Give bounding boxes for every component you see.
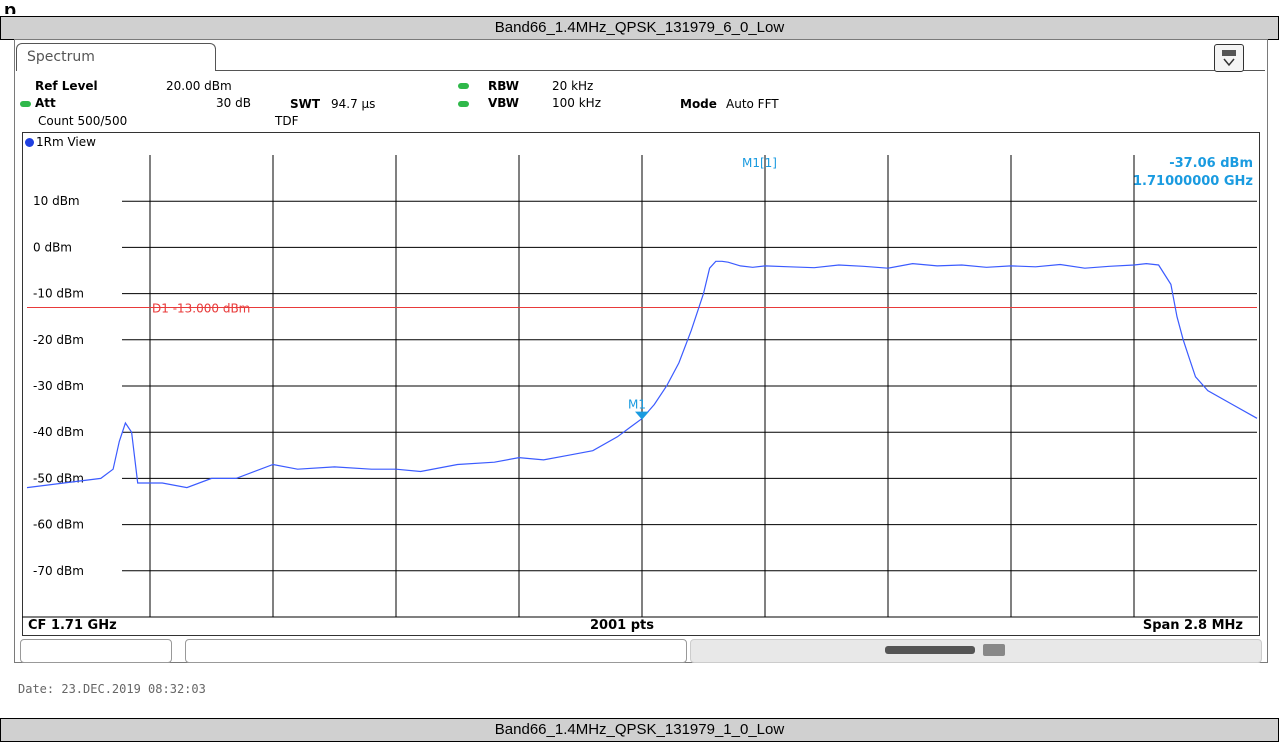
y-tick-label: -10 dBm: [33, 287, 84, 301]
status-field-left[interactable]: [20, 639, 172, 663]
y-tick-label: -30 dBm: [33, 379, 84, 393]
y-tick-label: 10 dBm: [33, 194, 80, 208]
date-stamp: Date: 23.DEC.2019 08:32:03: [18, 682, 206, 696]
y-tick-label: -70 dBm: [33, 564, 84, 578]
att-value: 30 dB: [216, 96, 251, 110]
y-tick-label: -40 dBm: [33, 425, 84, 439]
span-label: Span 2.8 MHz: [1143, 618, 1243, 633]
toolbar-menu-icon[interactable]: [1214, 44, 1244, 72]
swt-label: SWT: [290, 97, 321, 111]
top-title-bar: Band66_1.4MHz_QPSK_131979_6_0_Low: [0, 16, 1279, 40]
att-label: Att: [35, 96, 56, 110]
vbw-label: VBW: [488, 96, 520, 110]
view-tab[interactable]: 1Rm View: [25, 135, 145, 151]
marker-readout-label: M1[1]: [742, 156, 777, 170]
clipped-heading: p: [4, 0, 17, 14]
trace-line: [26, 260, 1258, 489]
marker-m1-tag: M1: [628, 398, 646, 412]
marker-readout-freq: 1.71000000 GHz: [1133, 174, 1253, 189]
swt-value: 94.7 µs: [331, 97, 376, 111]
rbw-indicator-icon: [458, 83, 469, 89]
ref-level-label: Ref Level: [35, 79, 98, 93]
analyzer-window: [14, 39, 1268, 663]
view-label: 1Rm View: [36, 135, 96, 149]
vbw-value: 100 kHz: [552, 96, 601, 110]
marker-m1-icon: [635, 411, 649, 420]
limit-label: D1 -13.000 dBm: [152, 301, 250, 315]
bottom-title-bar: Band66_1.4MHz_QPSK_131979_1_0_Low: [0, 718, 1279, 742]
cf-label: CF 1.71 GHz: [28, 618, 117, 633]
y-tick-label: -60 dBm: [33, 518, 84, 532]
y-tick-label: -20 dBm: [33, 333, 84, 347]
tab-divider: [216, 70, 1265, 71]
rbw-value: 20 kHz: [552, 79, 594, 93]
grid-lines: [122, 155, 1257, 617]
tab-spectrum[interactable]: Spectrum: [16, 43, 216, 71]
count-text: Count 500/500: [38, 114, 128, 128]
att-indicator-icon: [20, 101, 31, 107]
trace-dot-icon: [25, 138, 34, 147]
spectrum-plot-frame: [22, 132, 1260, 636]
bottom-title: Band66_1.4MHz_QPSK_131979_1_0_Low: [494, 721, 785, 738]
mode-label: Mode: [680, 97, 717, 111]
tdf-text: TDF: [275, 114, 299, 128]
top-title: Band66_1.4MHz_QPSK_131979_6_0_Low: [494, 19, 785, 36]
ref-level-value: 20.00 dBm: [166, 79, 232, 93]
progress-bar: [885, 646, 975, 654]
status-field-progress: [690, 639, 1262, 663]
marker-readout-level: -37.06 dBm: [1169, 156, 1253, 171]
rbw-label: RBW: [488, 79, 519, 93]
status-icon: [983, 644, 1005, 656]
status-field-message[interactable]: [185, 639, 687, 663]
points-label: 2001 pts: [590, 618, 654, 633]
mode-value: Auto FFT: [726, 97, 779, 111]
vbw-indicator-icon: [458, 101, 469, 107]
y-axis-ticks: 10 dBm 0 dBm -10 dBm -20 dBm -30 dBm -40 dBm -…: [33, 194, 84, 578]
y-tick-label: 0 dBm: [33, 240, 72, 254]
